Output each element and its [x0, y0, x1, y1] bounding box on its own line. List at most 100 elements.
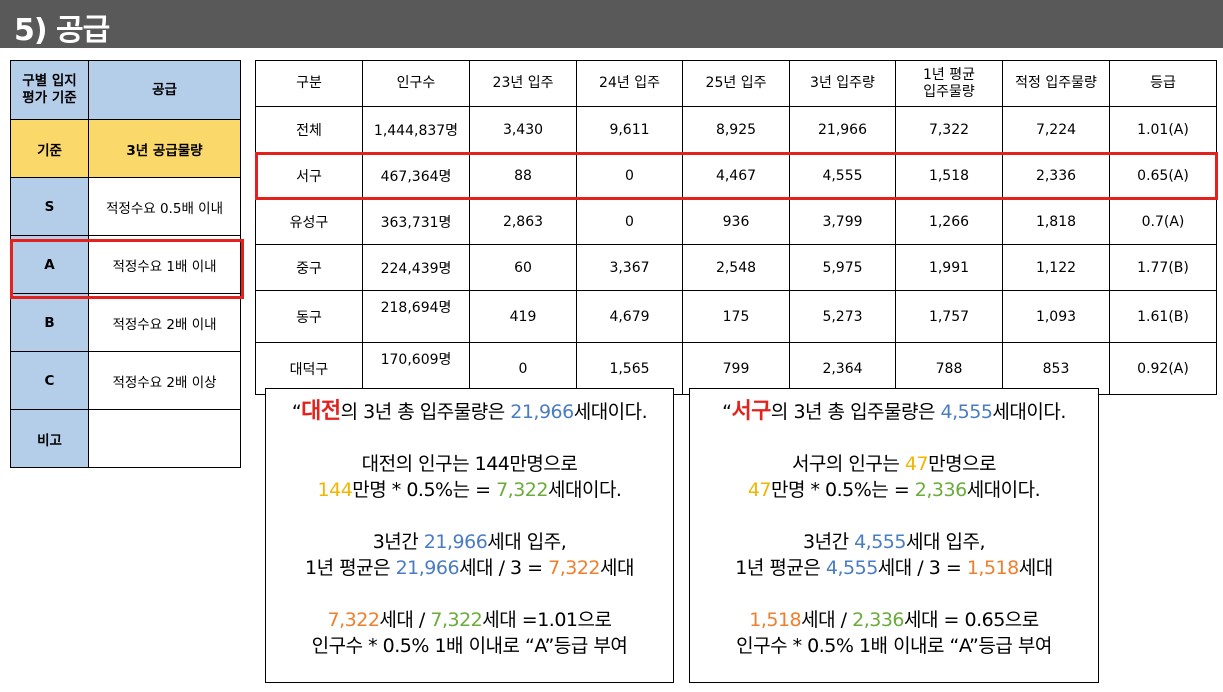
region-name: 서구 [731, 399, 771, 424]
explanation-line: 7,322세대 / 7,322세대 =1.01으로 [266, 607, 673, 633]
table-cell: 936 [682, 198, 790, 245]
value-span: 2,336 [914, 479, 967, 501]
text-span: 인구수 * 0.5% 1배 이내로 “A”등급 부여 [311, 635, 628, 657]
value-span: 21,966 [395, 557, 460, 579]
criteria-header-line2: 평가 기준 [22, 90, 77, 106]
value-span: 1,518 [966, 557, 1019, 579]
seogu-explanation-box: “서구의 3년 총 입주물량은 4,555세대이다. 서구의 인구는 47만명으… [689, 388, 1099, 683]
text-span: 1년 평균은 [305, 557, 396, 579]
column-header: 구분 [255, 60, 363, 107]
table-row: 동구 218,694명 419 4,679 175 5,273 1,757 1,… [255, 290, 1217, 343]
criteria-row: C 적정수요 2배 이상 [10, 351, 241, 410]
title-bar: 5) 공급 [0, 0, 1223, 48]
value-span: 21,966 [510, 401, 574, 423]
text-span: 세대 / 3 = [459, 557, 549, 579]
table-row: 전체 1,444,837명 3,430 9,611 8,925 21,966 7… [255, 106, 1217, 153]
table-cell: 3,367 [576, 244, 683, 291]
text-span: 세대 입주, [906, 531, 986, 553]
text-span: 세대 / [801, 609, 853, 631]
criteria-table: 구별 입지 평가 기준 공급 기준 3년 공급물량 S 적정수요 0.5배 이내… [10, 60, 241, 468]
table-cell: 1,122 [1002, 244, 1110, 291]
table-cell: 1,266 [895, 198, 1003, 245]
table-cell: 853 [1002, 342, 1110, 395]
table-cell: 1,444,837명 [362, 106, 470, 153]
table-row: 대덕구 170,609명 0 1,565 799 2,364 788 853 0… [255, 342, 1217, 395]
table-cell: 170,609명 [362, 342, 470, 395]
column-header: 인구수 [362, 60, 470, 107]
column-header: 3년 입주량 [789, 60, 896, 107]
table-cell: 4,679 [576, 290, 683, 343]
grade-label: B [10, 293, 89, 352]
table-cell: 0.92(A) [1109, 342, 1217, 395]
table-row: 유성구 363,731명 2,863 0 936 3,799 1,266 1,8… [255, 198, 1217, 245]
explanation-line: 144만명 * 0.5%는 = 7,322세대이다. [266, 477, 673, 503]
column-header: 23년 입주 [469, 60, 577, 107]
text-span: 세대이다. [573, 401, 648, 423]
table-cell: 0 [469, 342, 577, 395]
table-cell: 218,694명 [362, 290, 470, 343]
grade-description: 적정수요 0.5배 이내 [88, 177, 241, 236]
grade-description: 적정수요 2배 이내 [88, 293, 241, 352]
table-header-row: 구분 인구수 23년 입주 24년 입주 25년 입주 3년 입주량 1년 평균… [255, 60, 1217, 107]
daejeon-explanation-box: “대전의 3년 총 입주물량은 21,966세대이다. 대전의 인구는 144만… [265, 388, 674, 683]
table-cell: 1,093 [1002, 290, 1110, 343]
column-header: 24년 입주 [576, 60, 683, 107]
grade-label: A [10, 235, 89, 294]
quote-mark: “ [291, 401, 302, 423]
table-cell: 전체 [255, 106, 363, 153]
value-span: 7,322 [496, 479, 548, 501]
criteria-highlight-box [10, 239, 244, 299]
table-cell: 0.7(A) [1109, 198, 1217, 245]
table-row: 서구 467,364명 88 0 4,467 4,555 1,518 2,336… [255, 152, 1217, 199]
text-span: 세대 / [379, 609, 431, 631]
table-cell: 1.61(B) [1109, 290, 1217, 343]
criteria-header-label: 구별 입지 평가 기준 [10, 60, 89, 120]
table-cell: 1.77(B) [1109, 244, 1217, 291]
column-header: 적정 입주물량 [1002, 60, 1110, 107]
text-span: 만명으로 [928, 453, 997, 475]
text-span: 세대 입주, [487, 531, 567, 553]
table-cell: 467,364명 [362, 152, 470, 199]
table-cell: 2,548 [682, 244, 790, 291]
table-cell: 중구 [255, 244, 363, 291]
value-span: 21,966 [423, 531, 488, 553]
table-cell: 60 [469, 244, 577, 291]
table-cell: 0 [576, 152, 683, 199]
column-header-line1: 1년 평균 [923, 66, 975, 83]
table-cell: 8,925 [682, 106, 790, 153]
text-span: 세대이다. [548, 479, 622, 501]
text-span: 대전의 인구는 144만명으로 [361, 453, 578, 475]
explanation-line: 1,518세대 / 2,336세대 = 0.65으로 [690, 607, 1098, 633]
table-cell: 799 [682, 342, 790, 395]
explanation-line: “서구의 3년 총 입주물량은 4,555세대이다. [690, 399, 1098, 425]
text-span: 만명 * 0.5%는 = [771, 479, 915, 501]
table-cell: 5,273 [789, 290, 896, 343]
value-span: 2,336 [852, 609, 905, 631]
table-cell: 224,439명 [362, 244, 470, 291]
grade-description: 적정수요 2배 이상 [88, 351, 241, 410]
criteria-row: S 적정수요 0.5배 이내 [10, 177, 241, 236]
criteria-header-row: 구별 입지 평가 기준 공급 [10, 60, 241, 120]
quote-mark: “ [722, 401, 732, 423]
table-cell: 1,518 [895, 152, 1003, 199]
note-label: 비고 [10, 409, 89, 468]
value-span: 1,518 [749, 609, 802, 631]
criteria-row: A 적정수요 1배 이내 [10, 235, 241, 294]
table-cell: 1,818 [1002, 198, 1110, 245]
value-span: 144 [317, 479, 353, 501]
table-cell: 3,799 [789, 198, 896, 245]
text-span: 만명 * 0.5%는 = [352, 479, 497, 501]
grade-label: C [10, 351, 89, 410]
text-span: 세대 =1.01으로 [482, 609, 612, 631]
supply-table: 구분 인구수 23년 입주 24년 입주 25년 입주 3년 입주량 1년 평균… [255, 60, 1217, 395]
value-span: 4,555 [854, 531, 906, 553]
explanation-line: 인구수 * 0.5% 1배 이내로 “A”등급 부여 [690, 633, 1098, 659]
text-span: 서구의 인구는 [791, 453, 905, 475]
explanation-line: 3년간 4,555세대 입주, [690, 529, 1098, 555]
table-cell: 2,364 [789, 342, 896, 395]
table-cell: 3,430 [469, 106, 577, 153]
text-span: 1년 평균은 [735, 557, 826, 579]
table-cell: 2,863 [469, 198, 577, 245]
column-header: 25년 입주 [682, 60, 790, 107]
column-header: 등급 [1109, 60, 1217, 107]
